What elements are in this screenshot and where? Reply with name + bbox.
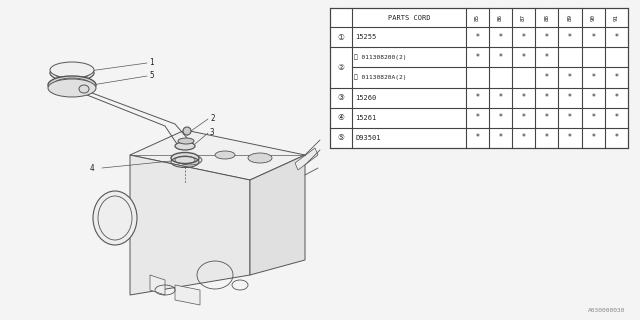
- Text: *: *: [476, 113, 479, 122]
- Polygon shape: [175, 285, 200, 305]
- Ellipse shape: [248, 153, 272, 163]
- Text: *: *: [522, 53, 525, 62]
- Text: *: *: [499, 133, 502, 142]
- Text: *: *: [614, 113, 618, 122]
- Text: *: *: [568, 93, 572, 102]
- Text: ①: ①: [338, 33, 344, 42]
- Ellipse shape: [48, 79, 96, 97]
- Text: 2: 2: [210, 114, 214, 123]
- Text: *: *: [499, 93, 502, 102]
- Ellipse shape: [48, 76, 96, 94]
- Text: 3: 3: [210, 127, 214, 137]
- Text: 89: 89: [568, 14, 573, 21]
- Text: *: *: [522, 93, 525, 102]
- Polygon shape: [130, 130, 305, 180]
- Text: ②: ②: [338, 63, 344, 72]
- Text: *: *: [476, 53, 479, 62]
- Ellipse shape: [50, 65, 94, 81]
- Polygon shape: [130, 155, 250, 295]
- Text: *: *: [568, 73, 572, 82]
- Text: *: *: [522, 33, 525, 42]
- Text: ③: ③: [338, 93, 344, 102]
- Text: 87: 87: [521, 14, 526, 21]
- Text: 91: 91: [614, 14, 619, 21]
- Text: *: *: [499, 33, 502, 42]
- Text: *: *: [614, 33, 618, 42]
- Ellipse shape: [175, 142, 195, 150]
- Ellipse shape: [215, 151, 235, 159]
- Ellipse shape: [178, 155, 202, 165]
- Text: *: *: [568, 133, 572, 142]
- Text: 85: 85: [475, 14, 480, 21]
- Text: *: *: [591, 113, 595, 122]
- Text: 15261: 15261: [355, 115, 376, 121]
- Text: Ⓑ 011308200(2): Ⓑ 011308200(2): [355, 54, 407, 60]
- Text: *: *: [545, 93, 548, 102]
- Polygon shape: [150, 275, 165, 295]
- Text: *: *: [591, 133, 595, 142]
- Text: 1: 1: [149, 58, 154, 67]
- Text: *: *: [591, 93, 595, 102]
- Polygon shape: [250, 155, 305, 275]
- Text: *: *: [499, 53, 502, 62]
- Text: *: *: [545, 133, 548, 142]
- Text: *: *: [545, 113, 548, 122]
- Text: 15255: 15255: [355, 34, 376, 40]
- Bar: [330, 8, 628, 148]
- Text: *: *: [476, 133, 479, 142]
- Text: *: *: [522, 133, 525, 142]
- Text: A030000030: A030000030: [588, 308, 625, 313]
- Text: 88: 88: [544, 14, 549, 21]
- Text: 86: 86: [498, 14, 503, 21]
- Text: *: *: [476, 33, 479, 42]
- Ellipse shape: [171, 153, 199, 164]
- Text: *: *: [591, 73, 595, 82]
- Text: *: *: [545, 73, 548, 82]
- Text: *: *: [568, 113, 572, 122]
- Text: Ⓑ 01130820A(2): Ⓑ 01130820A(2): [355, 75, 407, 80]
- Polygon shape: [295, 148, 318, 170]
- Text: *: *: [499, 113, 502, 122]
- Text: *: *: [614, 73, 618, 82]
- Ellipse shape: [50, 62, 94, 78]
- Text: *: *: [545, 53, 548, 62]
- Text: *: *: [591, 33, 595, 42]
- Text: 15260: 15260: [355, 95, 376, 100]
- Text: D93501: D93501: [355, 135, 381, 141]
- Text: PARTS CORD: PARTS CORD: [388, 14, 430, 20]
- Ellipse shape: [183, 127, 191, 135]
- Text: 5: 5: [149, 70, 154, 79]
- Ellipse shape: [178, 138, 194, 144]
- Text: 90: 90: [591, 14, 596, 21]
- Text: *: *: [568, 33, 572, 42]
- Text: *: *: [522, 113, 525, 122]
- Ellipse shape: [79, 85, 89, 93]
- Text: ④: ④: [338, 113, 344, 122]
- Text: *: *: [614, 93, 618, 102]
- Text: 4: 4: [90, 164, 95, 172]
- Text: ⑤: ⑤: [338, 133, 344, 142]
- Ellipse shape: [93, 191, 137, 245]
- Text: *: *: [476, 93, 479, 102]
- Text: *: *: [614, 133, 618, 142]
- Text: *: *: [545, 33, 548, 42]
